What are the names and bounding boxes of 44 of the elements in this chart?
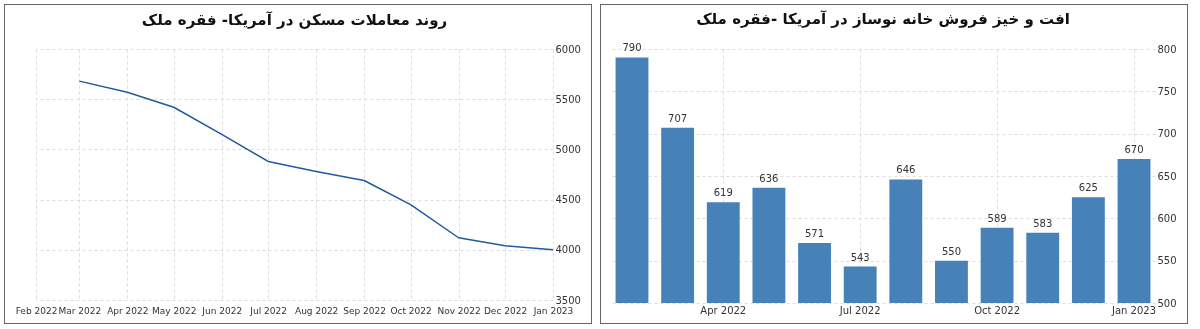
y-tick-label: 600 (1157, 212, 1177, 224)
y-tick-label: 750 (1157, 85, 1177, 97)
y-tick-label: 4000 (555, 244, 581, 256)
x-tick-label: Mar 2022 (58, 305, 102, 316)
x-tick-label: Feb 2022 (15, 305, 58, 316)
data-label: 646 (896, 164, 916, 176)
y-tick-label: 5000 (555, 143, 581, 155)
data-label: 583 (1033, 217, 1053, 229)
y-tick-label: 5500 (555, 93, 581, 105)
x-tick-label: Oct 2022 (974, 304, 1021, 316)
data-label: 550 (941, 245, 961, 257)
y-tick-label: 700 (1157, 128, 1177, 140)
data-label: 589 (987, 212, 1007, 224)
y-tick-label: 4500 (555, 194, 581, 206)
data-label: 571 (805, 227, 825, 239)
y-tick-label: 800 (1157, 43, 1177, 55)
x-tick-label: May 2022 (152, 305, 197, 316)
x-tick-label: Nov 2022 (437, 305, 481, 316)
x-tick-label: Sep 2022 (343, 305, 387, 316)
data-label: 625 (1078, 182, 1098, 194)
line-series (78, 80, 554, 251)
data-label: 543 (850, 251, 870, 263)
x-tick-label: Jan 2023 (1110, 304, 1157, 316)
x-tick-label: Oct 2022 (390, 305, 432, 316)
data-label: 619 (713, 187, 733, 199)
y-tick-label: 6000 (555, 43, 581, 55)
y-tick-label: 550 (1157, 255, 1177, 267)
y-tick-label: 500 (1157, 297, 1177, 309)
x-tick-label: Apr 2022 (107, 305, 149, 316)
x-tick-label: Jul 2022 (249, 305, 287, 316)
x-tick-label: Apr 2022 (700, 304, 747, 316)
x-tick-label: Dec 2022 (483, 305, 528, 316)
data-label: 670 (1124, 144, 1144, 156)
chart-title: روند معاملات مسکن در آمریکا- فقره ملک (141, 11, 448, 29)
data-label: 790 (622, 42, 642, 54)
x-tick-label: Jan 2023 (532, 305, 574, 316)
y-tick-label: 650 (1157, 170, 1177, 182)
y-tick-label: 3500 (555, 294, 581, 306)
data-label: 707 (668, 112, 688, 124)
x-tick-label: Aug 2022 (295, 305, 339, 316)
chart-title: افت و خیز فروش خانه نوساز در آمریکا -فقره ملک (696, 10, 1070, 29)
x-tick-label: Jul 2022 (838, 304, 881, 316)
x-tick-label: Jun 2022 (201, 305, 243, 316)
data-label: 636 (759, 172, 779, 184)
